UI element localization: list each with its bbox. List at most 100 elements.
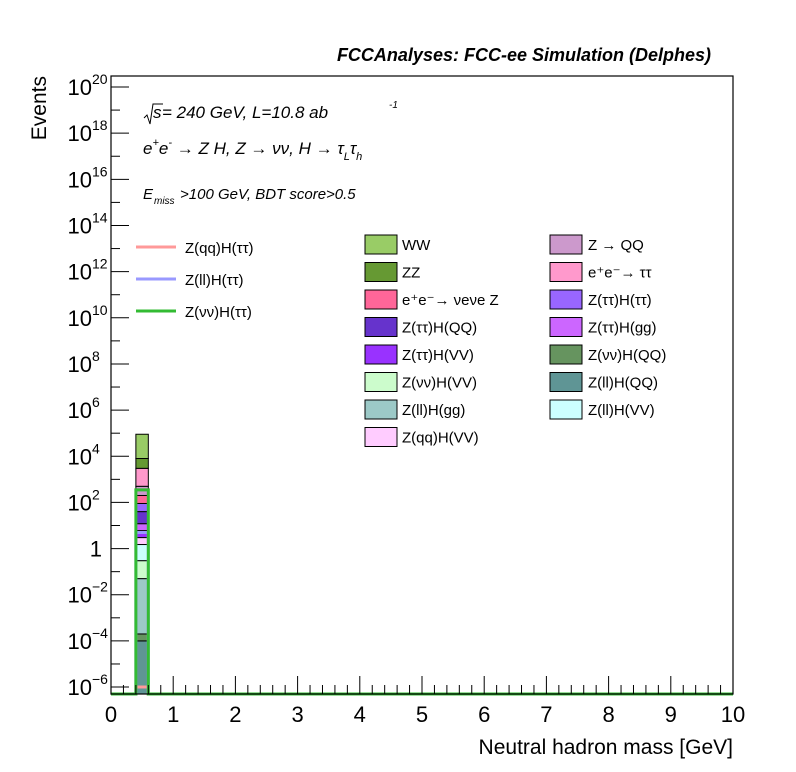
y-tick-exponent: 4: [92, 440, 100, 456]
stack-bar-8: [135, 511, 149, 525]
legend-label: Z(ll)H(QQ): [588, 375, 658, 392]
y-tick-label: 10: [68, 260, 92, 285]
y-tick-exponent: 12: [92, 256, 108, 272]
y-tick-exponent: 6: [92, 394, 100, 410]
x-tick-label: 9: [665, 702, 677, 727]
x-tick-label: 4: [354, 702, 366, 727]
legend-swatch: [549, 344, 583, 365]
y-tick-exponent: −4: [92, 625, 108, 641]
y-axis-title: Events: [28, 76, 51, 140]
legend-label: Z(ττ)H(VV): [402, 347, 474, 364]
legend-swatch: [364, 427, 398, 447]
x-tick-label: 0: [105, 702, 117, 727]
legend-label: ZZ: [402, 265, 420, 282]
stack-bar-4: [135, 544, 149, 562]
x-tick-label: 5: [416, 702, 428, 727]
legend-swatch: [364, 372, 398, 392]
stack-bar-7: [135, 523, 149, 532]
cut-e-subscript: miss: [154, 196, 175, 207]
y-tick-label: 10: [68, 167, 92, 192]
y-tick-label: 10: [68, 444, 92, 469]
lumi-exponent: -1: [389, 100, 398, 111]
cut-annotation: E miss >100 GeV, BDT score>0.5: [143, 186, 356, 207]
legend-swatch: [364, 399, 398, 420]
y-tick-exponent: 16: [92, 163, 108, 179]
chart-header: FCCAnalyses: FCC-ee Simulation (Delphes): [337, 45, 711, 65]
x-tick-label: 10: [721, 702, 745, 727]
energy-lumi-text: = 240 GeV, L=10.8 ab: [162, 103, 328, 122]
y-tick-label: 10: [68, 121, 92, 146]
x-tick-label: 3: [291, 702, 303, 727]
stack-bar-2: [135, 578, 149, 635]
legend-swatch: [364, 234, 398, 255]
y-tick-exponent: −2: [92, 579, 108, 595]
stack-bar-1: [135, 633, 149, 642]
stack-bars: [135, 433, 149, 695]
stack-bar-5: [135, 537, 149, 546]
stack-bar-9: [135, 502, 149, 513]
stack-bar-14: [135, 433, 149, 460]
y-tick-label: 1: [90, 537, 102, 562]
cut-e-text: E: [143, 186, 154, 203]
legend-swatch: [364, 344, 398, 365]
y-tick-exponent: 2: [92, 486, 100, 502]
legend-swatch: [549, 372, 583, 392]
legend-swatch: [549, 399, 583, 420]
legend-label: e⁺e⁻→ ττ: [588, 265, 652, 282]
legend-backgrounds-col2: Z → QQ e⁺e⁻→ ττ Z(ττ)H(ττ) Z(ττ)H(gg) Z(νν)H…: [549, 234, 666, 420]
legend-label: Z(νν)H(ττ): [185, 304, 252, 321]
x-axis: 0 1 2 3 4 5 6 7 8 9 10: [105, 676, 745, 727]
legend-label: e⁺e⁻→ νeνe Z: [402, 292, 499, 309]
legend-label: WW: [402, 237, 431, 254]
y-tick-label: 10: [68, 352, 92, 377]
legend-swatch: [549, 234, 583, 255]
y-tick-exponent: 18: [92, 117, 108, 133]
y-tick-label: 10: [68, 629, 92, 654]
legend-backgrounds-col1: WW ZZ e⁺e⁻→ νeνe Z Z(ττ)H(QQ) Z(ττ)H(VV) Z(νν…: [364, 234, 499, 447]
y-tick-exponent: −6: [92, 671, 108, 687]
y-tick-label: 10: [68, 75, 92, 100]
y-tick-label: 10: [68, 213, 92, 238]
stack-bar-13: [135, 458, 149, 469]
legend-swatch: [549, 289, 583, 310]
x-tick-label: 6: [478, 702, 490, 727]
x-tick-label: 1: [167, 702, 179, 727]
legend-label: Z(ττ)H(ττ): [588, 292, 652, 309]
legend-label: Z → QQ: [588, 237, 644, 254]
y-tick-label: 10: [68, 583, 92, 608]
legend-label: Z(ττ)H(QQ): [402, 320, 477, 337]
y-tick-label: 10: [68, 306, 92, 331]
legend-swatch: [549, 317, 583, 337]
legend-label: Z(ττ)H(gg): [588, 320, 657, 337]
legend-label: Z(ll)H(ττ): [185, 272, 244, 289]
stack-bar-3: [135, 560, 149, 580]
legend-swatch: [364, 317, 398, 337]
legend-label: Z(ll)H(gg): [402, 402, 465, 419]
legend-label: Z(ll)H(VV): [588, 402, 655, 419]
y-tick-exponent: 8: [92, 348, 100, 364]
y-tick-exponent: 20: [92, 71, 108, 87]
y-tick-label: 10: [68, 490, 92, 515]
legend-label: Z(νν)H(VV): [402, 375, 477, 392]
legend-swatch: [364, 262, 398, 282]
y-tick-exponent: 14: [92, 209, 108, 225]
legend-swatch: [549, 262, 583, 282]
y-tick-exponent: 10: [92, 302, 108, 318]
y-tick-label: 10: [68, 398, 92, 423]
y-tick-label: 10: [68, 675, 92, 700]
legend-label: Z(qq)H(VV): [402, 430, 479, 447]
x-tick-label: 2: [229, 702, 241, 727]
stack-bar-10: [135, 494, 149, 504]
legend-label: Z(νν)H(QQ): [588, 347, 666, 364]
legend-label: Z(qq)H(ττ): [185, 240, 254, 257]
energy-annotation: s = 240 GeV, L=10.8 ab -1: [143, 100, 398, 125]
cut-rest-text: >100 GeV, BDT score>0.5: [180, 186, 356, 203]
sqrt-s-text: s: [153, 103, 162, 122]
x-tick-label: 8: [602, 702, 614, 727]
x-tick-label: 7: [540, 702, 552, 727]
stack-bar-12: [135, 467, 149, 487]
legend-swatch: [364, 289, 398, 310]
